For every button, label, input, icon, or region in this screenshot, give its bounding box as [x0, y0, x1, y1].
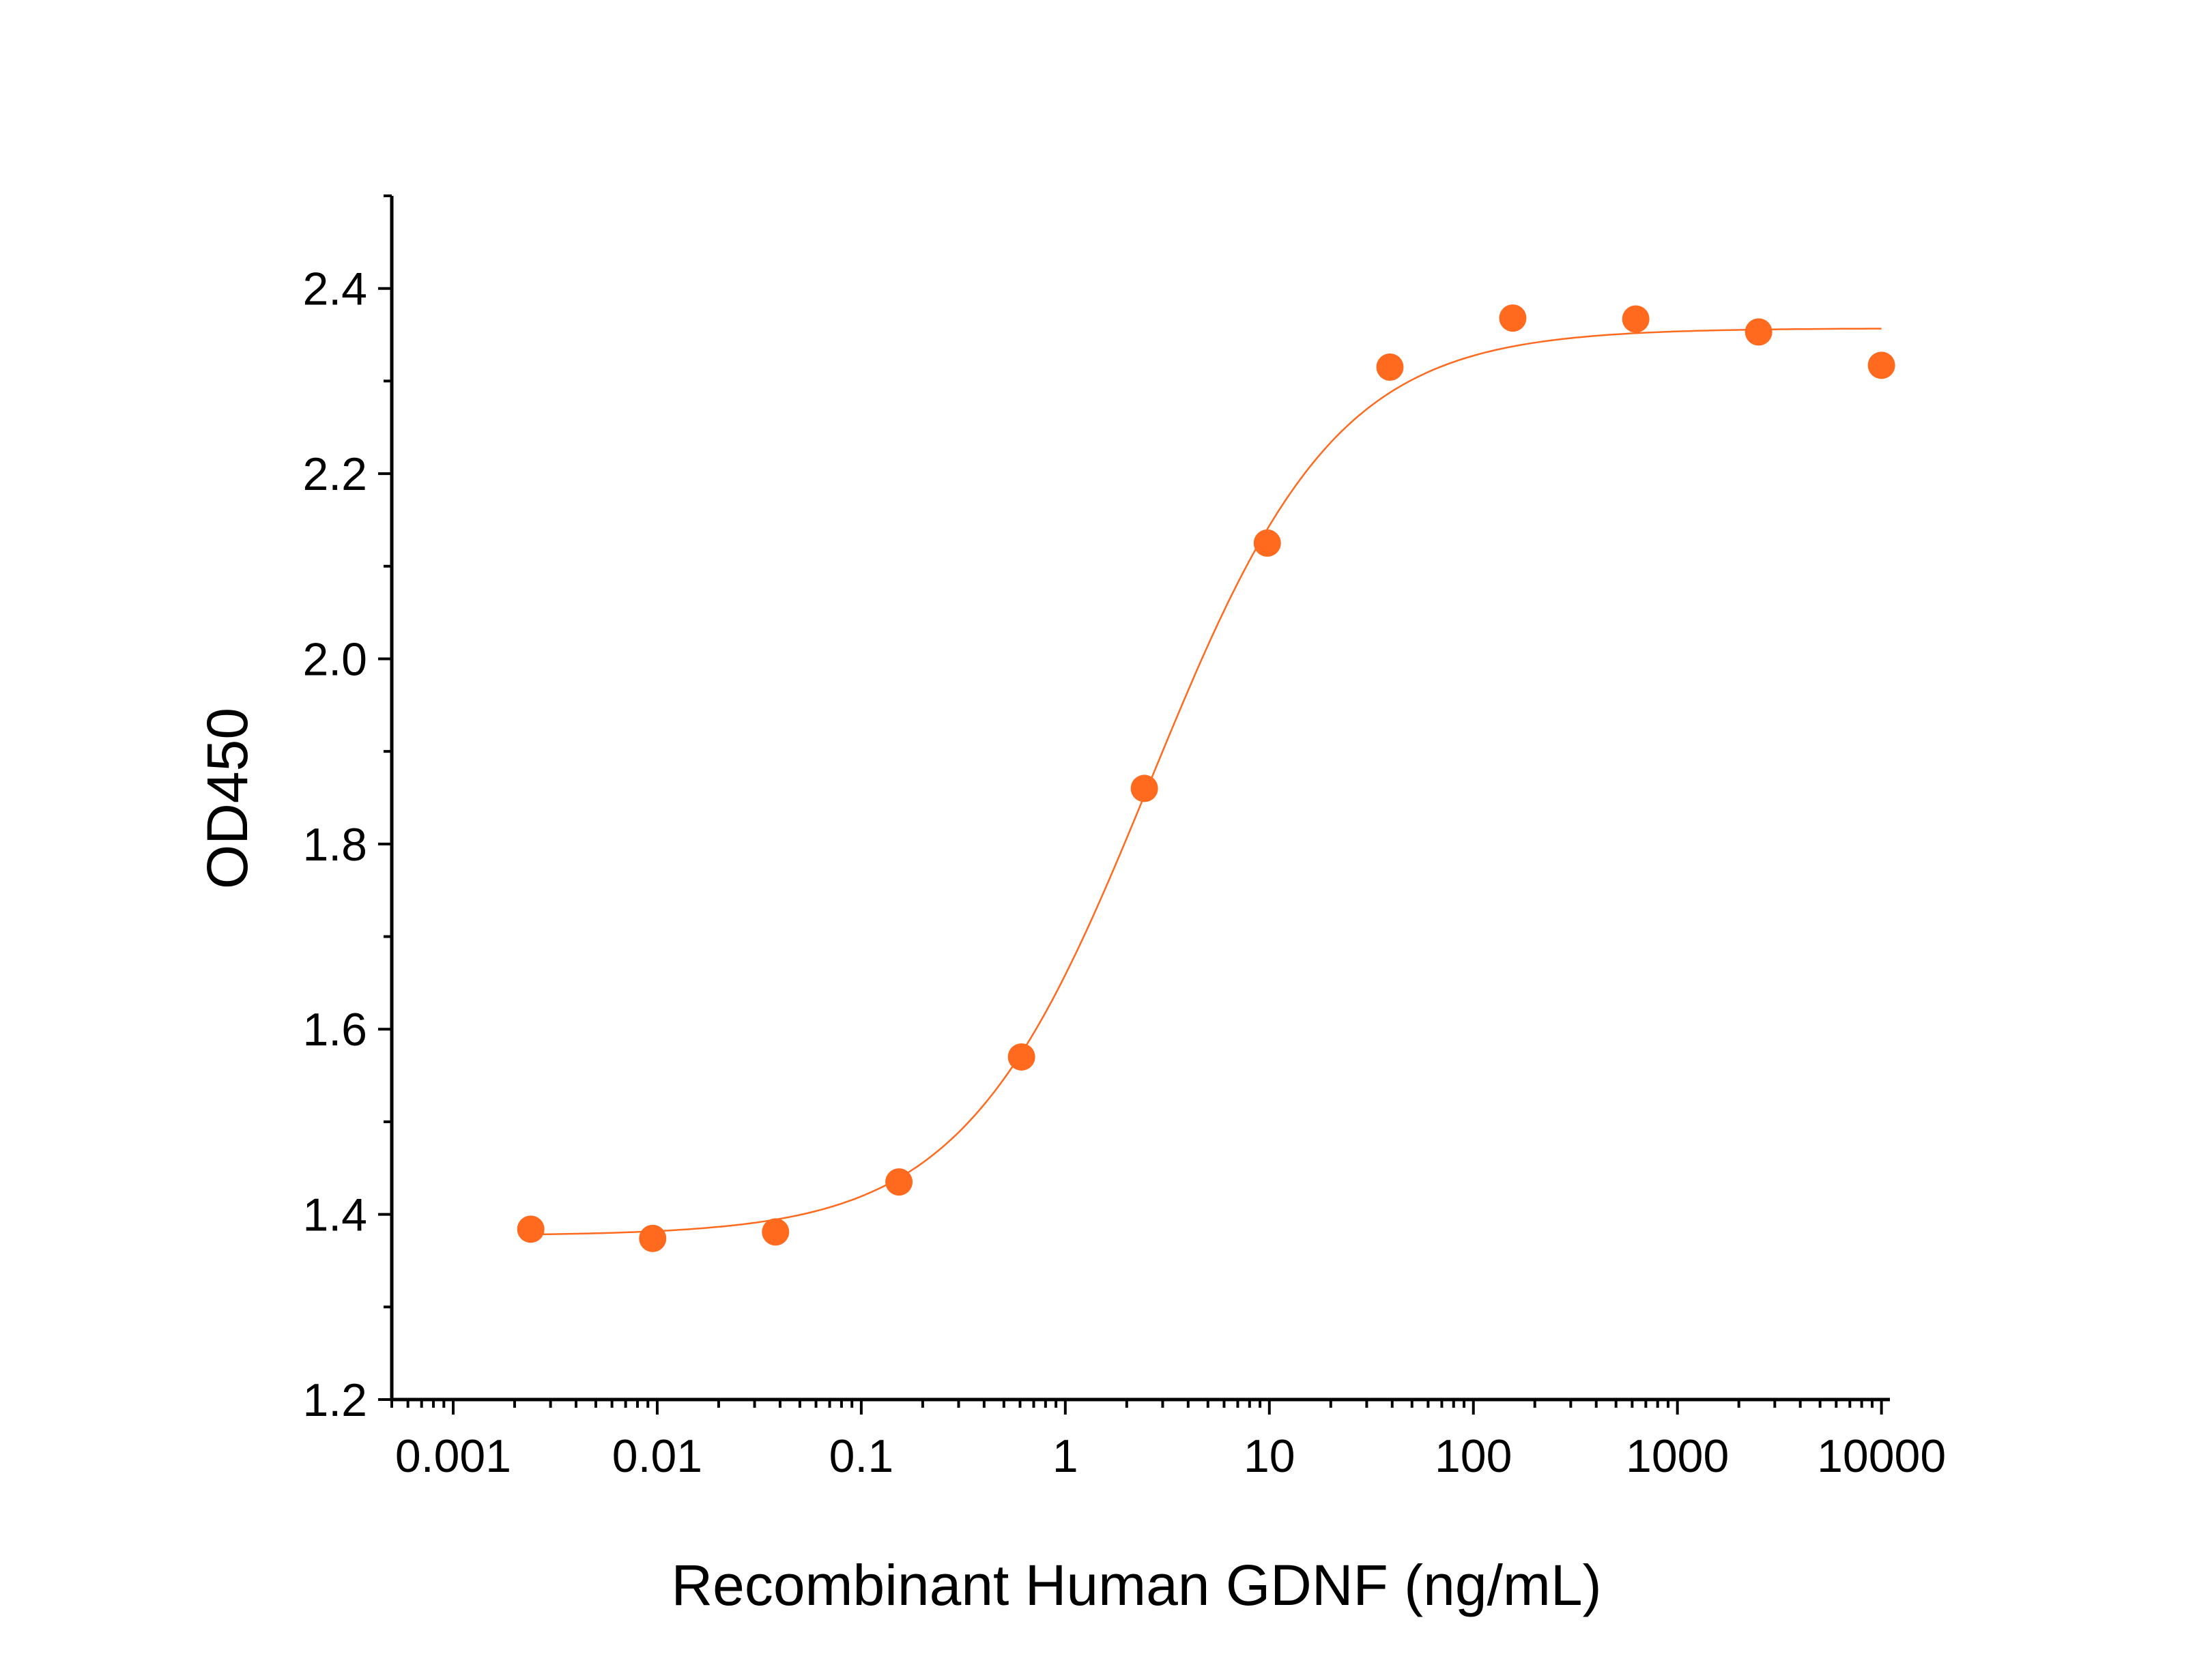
- data-point: [639, 1224, 667, 1252]
- x-tick-label: 0.001: [395, 1430, 511, 1482]
- x-tick-label: 10: [1244, 1430, 1295, 1482]
- fit-curve: [530, 328, 1882, 1236]
- y-tick-label: 1.8: [302, 819, 367, 871]
- data-point: [1007, 1043, 1035, 1071]
- y-tick-label: 1.2: [302, 1374, 367, 1426]
- x-tick-label: 100: [1435, 1430, 1512, 1482]
- data-point: [1622, 305, 1650, 333]
- y-tick-labels: 1.2 1.4 1.6 1.8 2.0 2.2 2.4: [302, 263, 367, 1426]
- y-tick-label: 2.4: [302, 263, 367, 315]
- data-point: [1130, 774, 1158, 802]
- data-points: [517, 304, 1895, 1252]
- x-tick-label: 10000: [1817, 1430, 1946, 1482]
- y-tick-label: 2.2: [302, 448, 367, 500]
- data-point: [885, 1168, 913, 1196]
- y-axis-title: OD450: [195, 708, 259, 889]
- data-point: [517, 1215, 545, 1243]
- data-point: [1499, 304, 1527, 332]
- data-point: [1745, 318, 1773, 346]
- x-tick-label: 0.01: [612, 1430, 702, 1482]
- data-point: [762, 1218, 790, 1246]
- x-tick-label: 1000: [1626, 1430, 1729, 1482]
- y-tick-label: 1.6: [302, 1004, 367, 1056]
- y-tick-label: 2.0: [302, 633, 367, 685]
- x-axis-title: Recombinant Human GDNF (ng/mL): [671, 1553, 1601, 1617]
- axes: [378, 194, 1890, 1415]
- x-tick-labels: 0.001 0.01 0.1 1 10 100 1000 10000: [395, 1430, 1946, 1482]
- x-tick-label: 1: [1052, 1430, 1078, 1482]
- data-point: [1253, 529, 1281, 557]
- data-point: [1867, 351, 1895, 379]
- y-tick-label: 1.4: [302, 1189, 367, 1241]
- x-tick-label: 0.1: [829, 1430, 894, 1482]
- data-point: [1376, 353, 1404, 381]
